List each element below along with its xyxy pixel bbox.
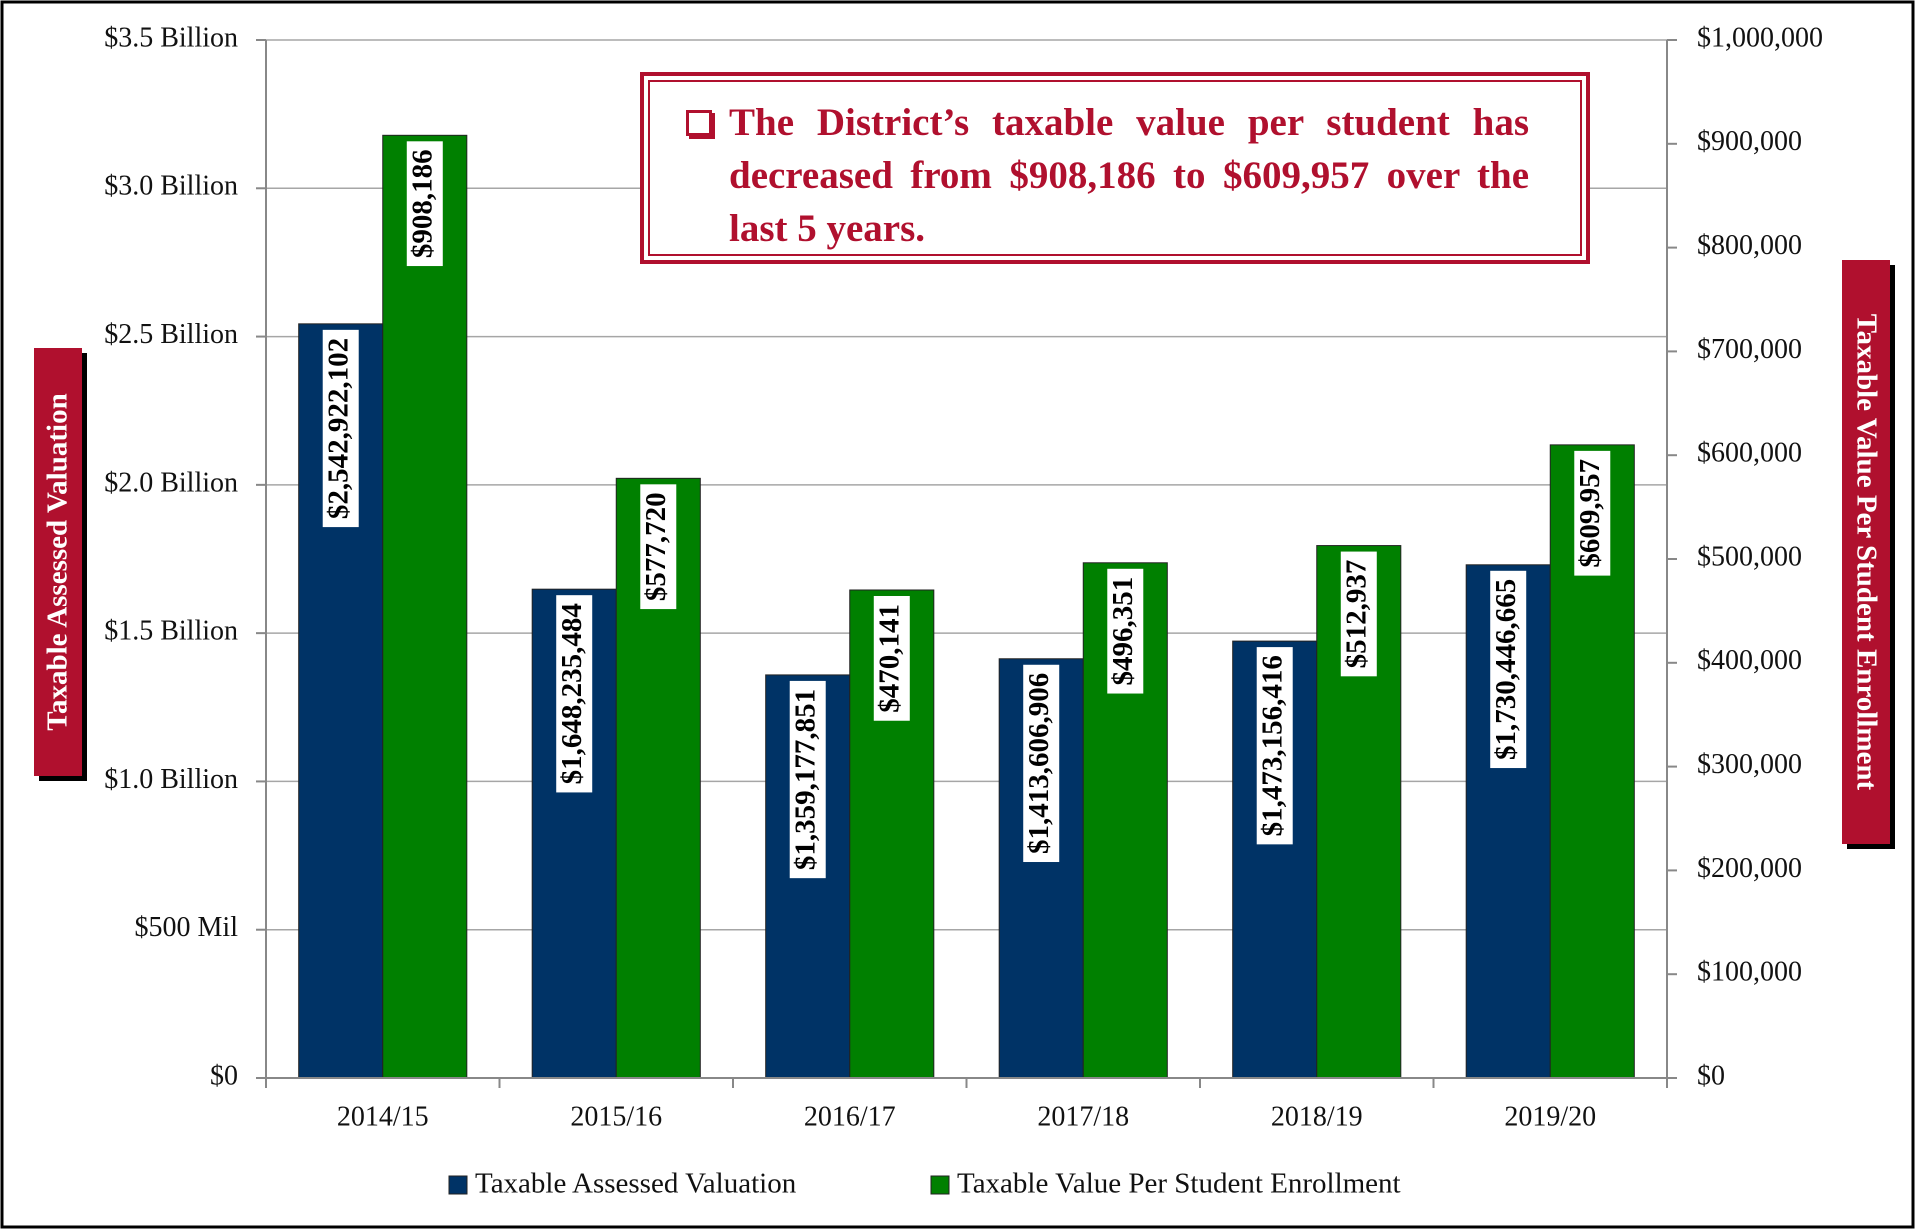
value-label-text: $512,937 (1340, 560, 1372, 669)
value-label: $609,957 (1574, 450, 1611, 576)
value-label-box (556, 595, 593, 793)
value-label: $512,937 (1340, 551, 1377, 677)
value-label-text: $1,473,156,416 (1256, 655, 1288, 836)
y2-axis-title-box (1842, 260, 1890, 844)
value-label-text: $1,413,606,906 (1023, 673, 1055, 854)
x-tick-label: 2014/15 (337, 1101, 429, 1132)
value-label: $577,720 (640, 484, 677, 610)
y-axis-title: Taxable Assessed Valuation (42, 393, 74, 730)
value-label-box (640, 484, 677, 610)
legend-label: Taxable Assessed Valuation (475, 1168, 797, 1200)
y2-tick-label: $400,000 (1697, 645, 1802, 676)
legend-swatch (930, 1175, 950, 1195)
value-label-box (1023, 664, 1060, 863)
value-label-text: $1,359,177,851 (789, 689, 821, 870)
value-label: $470,141 (873, 595, 910, 721)
value-label: $2,542,922,102 (322, 329, 359, 528)
y2-tick-label: $200,000 (1697, 853, 1802, 884)
bullet (686, 110, 712, 136)
y-tick-label: $2.0 Billion (104, 467, 238, 498)
value-label-text: $496,351 (1107, 577, 1139, 686)
value-label: $1,359,177,851 (789, 680, 826, 879)
y2-tick-label: $500,000 (1697, 541, 1802, 572)
y-tick-label: $3.0 Billion (104, 171, 238, 202)
value-label-text: $609,957 (1574, 459, 1606, 568)
y-tick-label: $1.5 Billion (104, 616, 238, 647)
value-label-text: $1,648,235,484 (556, 603, 588, 784)
value-label-box (873, 595, 910, 721)
value-label: $496,351 (1107, 568, 1144, 694)
x-tick-label: 2018/19 (1271, 1101, 1363, 1132)
value-label-text: $2,542,922,102 (322, 338, 354, 519)
y-tick-label: $1.0 Billion (104, 764, 238, 795)
y2-tick-label: $700,000 (1697, 334, 1802, 365)
value-label-text: $908,186 (406, 149, 438, 258)
y-axis-title-box (34, 348, 82, 776)
bar (382, 134, 468, 1079)
y2-tick-label: $0 (1697, 1060, 1725, 1091)
y2-tick-label: $600,000 (1697, 438, 1802, 469)
y2-tick-label: $1,000,000 (1697, 22, 1823, 53)
annotation: The District’s taxable value per student… (729, 101, 1529, 250)
value-label: $1,730,446,665 (1490, 570, 1527, 769)
x-tick-label: 2015/16 (570, 1101, 662, 1132)
y2-tick-label: $100,000 (1697, 957, 1802, 988)
value-label: $1,648,235,484 (556, 595, 593, 793)
value-label-box (406, 141, 443, 267)
value-label-box (1340, 551, 1377, 677)
value-label-text: $577,720 (640, 492, 672, 601)
legend-swatch (448, 1175, 468, 1195)
value-label: $1,473,156,416 (1256, 647, 1293, 845)
y2-tick-label: $800,000 (1697, 230, 1802, 261)
value-label-box (789, 680, 826, 879)
y-tick-label: $3.5 Billion (104, 22, 238, 53)
x-tick-label: 2017/18 (1037, 1101, 1129, 1132)
y-tick-label: $0 (210, 1060, 238, 1091)
y2-tick-label: $900,000 (1697, 126, 1802, 157)
y-tick-label: $500 Mil (135, 912, 239, 943)
value-label-box (322, 329, 359, 528)
y-tick-label: $2.5 Billion (104, 319, 238, 350)
value-label-box (1256, 647, 1293, 845)
x-tick-label: 2019/20 (1504, 1101, 1596, 1132)
value-label-text: $1,730,446,665 (1490, 579, 1522, 760)
y2-axis-title: Taxable Value Per Student Enrollment (1850, 314, 1882, 791)
y2-tick-label: $300,000 (1697, 749, 1802, 780)
annotation-box: The District’s taxable value per student… (640, 72, 1590, 264)
value-label-text: $470,141 (873, 604, 905, 713)
value-label-box (1107, 568, 1144, 694)
value-label: $1,413,606,906 (1023, 664, 1060, 863)
legend-label: Taxable Value Per Student Enrollment (957, 1168, 1401, 1200)
value-label: $908,186 (406, 141, 443, 267)
value-label-box (1574, 450, 1611, 576)
x-tick-label: 2016/17 (804, 1101, 896, 1132)
value-label-box (1490, 570, 1527, 769)
